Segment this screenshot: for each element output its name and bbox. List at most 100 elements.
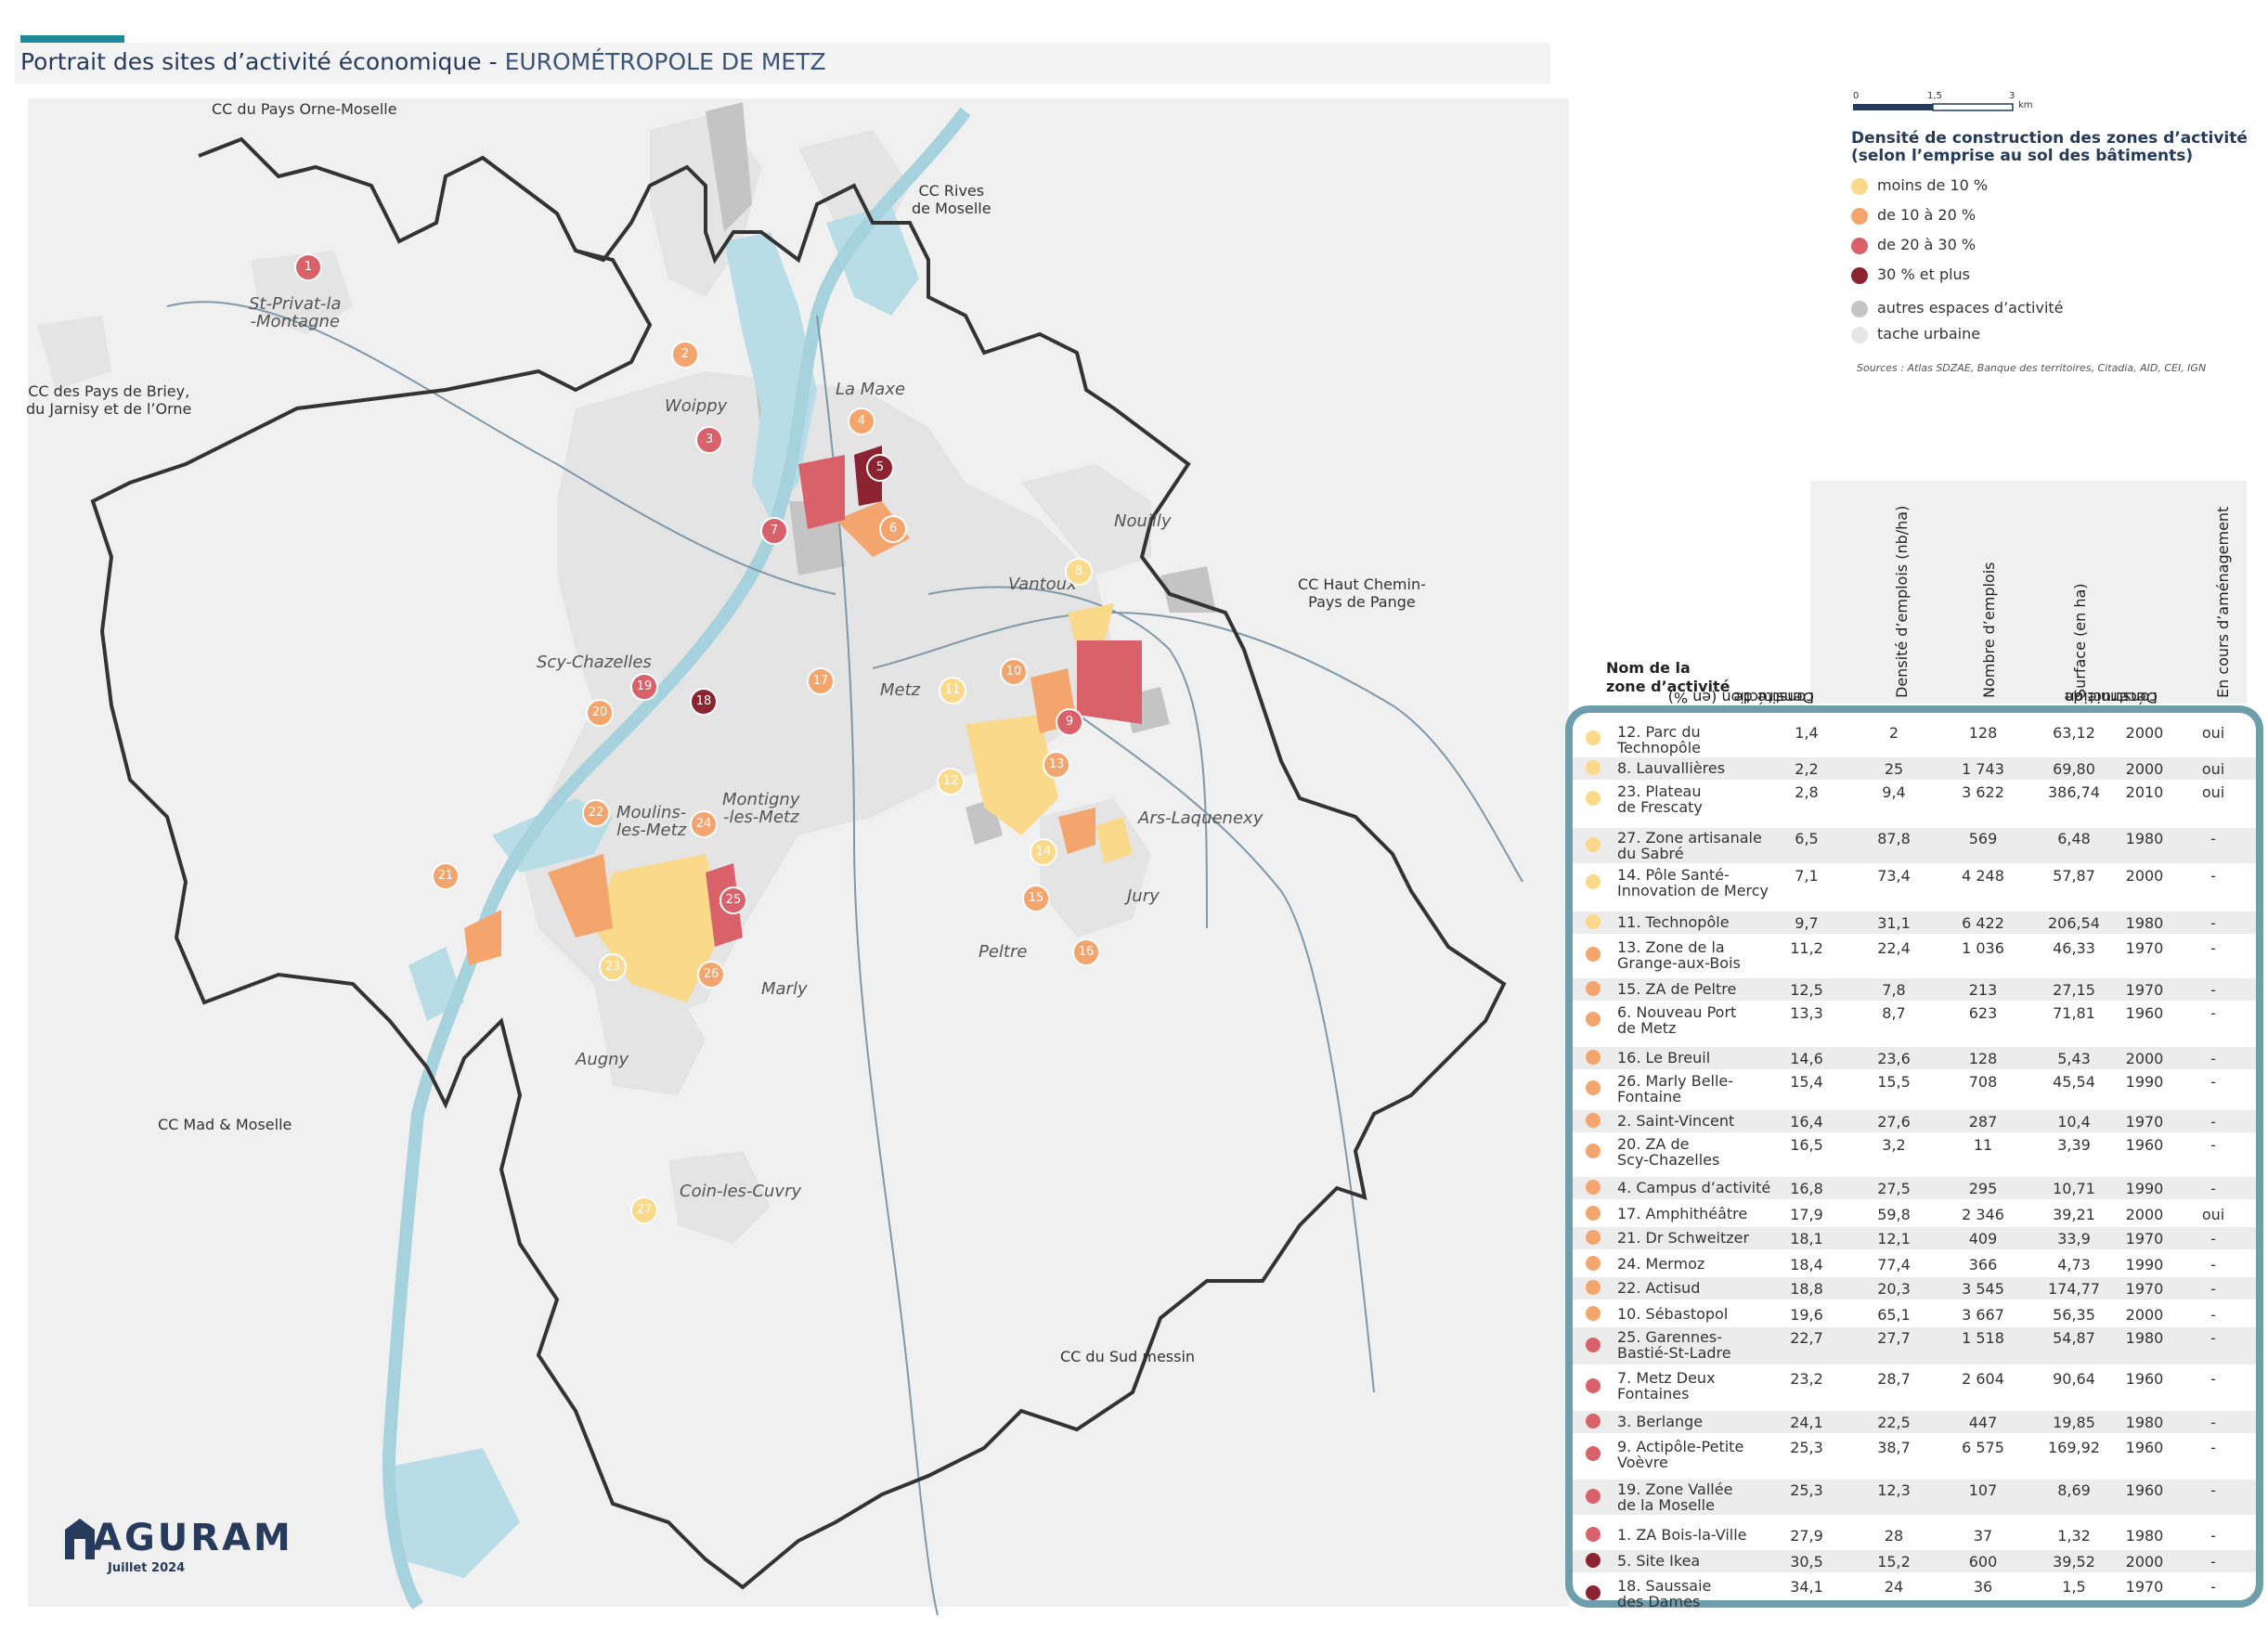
zone-marker-16[interactable]: 16 bbox=[1072, 938, 1100, 966]
label-woippy: Woippy bbox=[665, 396, 728, 416]
row-employment-density: 28 bbox=[1884, 1527, 1904, 1545]
zone-marker-8[interactable]: 8 bbox=[1065, 558, 1093, 586]
row-surface: 63,12 bbox=[2053, 724, 2095, 742]
zone-marker-13[interactable]: 13 bbox=[1043, 751, 1070, 779]
label-moulins: Moulins-les-Metz bbox=[616, 803, 687, 840]
row-employment-density: 77,4 bbox=[1877, 1256, 1911, 1273]
row-class-swatch bbox=[1586, 1446, 1601, 1461]
row-zone-name: 12. Parc du Technopôle bbox=[1617, 723, 1701, 756]
row-density: 30,5 bbox=[1790, 1553, 1823, 1571]
row-decade: 1990 bbox=[2125, 1073, 2164, 1091]
row-class-swatch bbox=[1586, 1489, 1601, 1504]
zone-marker-2[interactable]: 2 bbox=[671, 341, 699, 368]
row-surface: 45,54 bbox=[2053, 1073, 2095, 1091]
col-header-name: Nom de la zone d’activité bbox=[1606, 659, 1730, 695]
row-in-progress: - bbox=[2210, 1004, 2216, 1022]
row-in-progress: - bbox=[2210, 1136, 2216, 1154]
zone-marker-24[interactable]: 24 bbox=[690, 810, 718, 838]
zone-marker-6[interactable]: 6 bbox=[879, 515, 907, 543]
row-employment-density: 9,4 bbox=[1882, 783, 1906, 801]
row-jobs: 1 036 bbox=[1962, 939, 2004, 957]
zone-marker-26[interactable]: 26 bbox=[697, 961, 725, 989]
zone-marker-23[interactable]: 23 bbox=[599, 953, 627, 981]
row-in-progress: - bbox=[2210, 1256, 2216, 1273]
row-zone-name: 9. Actipôle-Petite Voèvre bbox=[1617, 1438, 1744, 1471]
row-class-swatch bbox=[1586, 1012, 1601, 1027]
row-employment-density: 7,8 bbox=[1882, 981, 1906, 999]
row-in-progress: - bbox=[2210, 1306, 2216, 1324]
zone-marker-15[interactable]: 15 bbox=[1022, 885, 1050, 912]
row-employment-density: 23,6 bbox=[1877, 1050, 1911, 1067]
row-jobs: 708 bbox=[1968, 1073, 1998, 1091]
zone-13 bbox=[1058, 808, 1095, 854]
legend-cls2: de 10 à 20 % bbox=[1851, 206, 1976, 225]
row-in-progress: - bbox=[2210, 1527, 2216, 1545]
zone-marker-5[interactable]: 5 bbox=[866, 454, 894, 482]
row-employment-density: 22,5 bbox=[1877, 1414, 1911, 1431]
zone-marker-27[interactable]: 27 bbox=[630, 1196, 658, 1224]
zone-marker-17[interactable]: 17 bbox=[807, 667, 835, 695]
zone-marker-14[interactable]: 14 bbox=[1030, 838, 1057, 866]
label-vantoux: Vantoux bbox=[1008, 575, 1077, 594]
table-row: 15. ZA de Peltre 12,5 7,8 213 27,15 1970 - bbox=[1573, 978, 2256, 1001]
zone-marker-10[interactable]: 10 bbox=[1000, 658, 1028, 686]
zone-marker-19[interactable]: 19 bbox=[630, 673, 658, 701]
zone-marker-22[interactable]: 22 bbox=[582, 799, 610, 827]
scale-unit: km bbox=[2018, 100, 2033, 110]
label-jury: Jury bbox=[1127, 886, 1160, 906]
row-jobs: 409 bbox=[1968, 1230, 1998, 1248]
zone-marker-20[interactable]: 20 bbox=[586, 699, 614, 727]
row-jobs: 37 bbox=[1973, 1527, 1993, 1545]
zone-21 bbox=[464, 910, 501, 965]
row-surface: 56,35 bbox=[2053, 1306, 2095, 1324]
row-decade: 1970 bbox=[2125, 981, 2164, 999]
zone-marker-9[interactable]: 9 bbox=[1056, 708, 1083, 736]
legend-swatch-cls3 bbox=[1851, 237, 1868, 254]
row-density: 25,3 bbox=[1790, 1481, 1823, 1499]
zone-marker-21[interactable]: 21 bbox=[432, 862, 460, 890]
scale-tick-1: 1,5 bbox=[1927, 91, 1942, 101]
table-row: 17. Amphithéâtre 17,9 59,8 2 346 39,21 2000 ou… bbox=[1573, 1203, 2256, 1225]
table-row: 25. Garennes- Bastié-St-Ladre 22,7 27,7 1 51… bbox=[1573, 1327, 2256, 1364]
table-row: 10. Sébastopol 19,6 65,1 3 667 56,35 2000 - bbox=[1573, 1303, 2256, 1325]
epci-boundary bbox=[90, 136, 1507, 1590]
zone-marker-4[interactable]: 4 bbox=[848, 407, 875, 435]
row-class-swatch bbox=[1586, 1414, 1601, 1429]
zone-marker-25[interactable]: 25 bbox=[719, 886, 747, 914]
row-decade: 1960 bbox=[2125, 1370, 2164, 1388]
row-class-swatch bbox=[1586, 981, 1601, 996]
row-surface: 46,33 bbox=[2053, 939, 2095, 957]
row-in-progress: - bbox=[2210, 981, 2216, 999]
row-decade: 1980 bbox=[2125, 914, 2164, 932]
row-density: 34,1 bbox=[1790, 1578, 1823, 1596]
row-decade: 1980 bbox=[2125, 1414, 2164, 1431]
scale-tick-2: 3 bbox=[2009, 91, 2015, 101]
row-in-progress: oui bbox=[2201, 724, 2225, 742]
row-class-swatch bbox=[1586, 1585, 1601, 1600]
row-jobs: 569 bbox=[1968, 830, 1998, 847]
row-in-progress: - bbox=[2210, 1050, 2216, 1067]
row-surface: 33,9 bbox=[2057, 1230, 2091, 1248]
row-density: 17,9 bbox=[1790, 1206, 1823, 1223]
row-jobs: 3 545 bbox=[1962, 1280, 2004, 1298]
row-jobs: 11 bbox=[1973, 1136, 1993, 1154]
row-density: 27,9 bbox=[1790, 1527, 1823, 1545]
zone-marker-12[interactable]: 12 bbox=[937, 768, 965, 795]
zone-marker-18[interactable]: 18 bbox=[690, 688, 718, 716]
zone-marker-7[interactable]: 7 bbox=[760, 517, 788, 545]
row-employment-density: 22,4 bbox=[1877, 939, 1911, 957]
row-density: 16,8 bbox=[1790, 1180, 1823, 1197]
row-in-progress: - bbox=[2210, 1280, 2216, 1298]
row-decade: 2000 bbox=[2125, 1050, 2164, 1067]
label-augny: Augny bbox=[576, 1050, 629, 1069]
row-density: 2,8 bbox=[1795, 783, 1819, 801]
row-jobs: 2 346 bbox=[1962, 1206, 2004, 1223]
zone-marker-3[interactable]: 3 bbox=[695, 426, 723, 454]
urban-stprivat bbox=[251, 251, 353, 334]
zone-marker-1[interactable]: 1 bbox=[294, 253, 322, 281]
urban-coin bbox=[668, 1151, 771, 1244]
row-zone-name: 14. Pôle Santé- Innovation de Mercy bbox=[1617, 866, 1769, 899]
row-in-progress: - bbox=[2210, 939, 2216, 957]
zone-marker-11[interactable]: 11 bbox=[939, 677, 966, 705]
